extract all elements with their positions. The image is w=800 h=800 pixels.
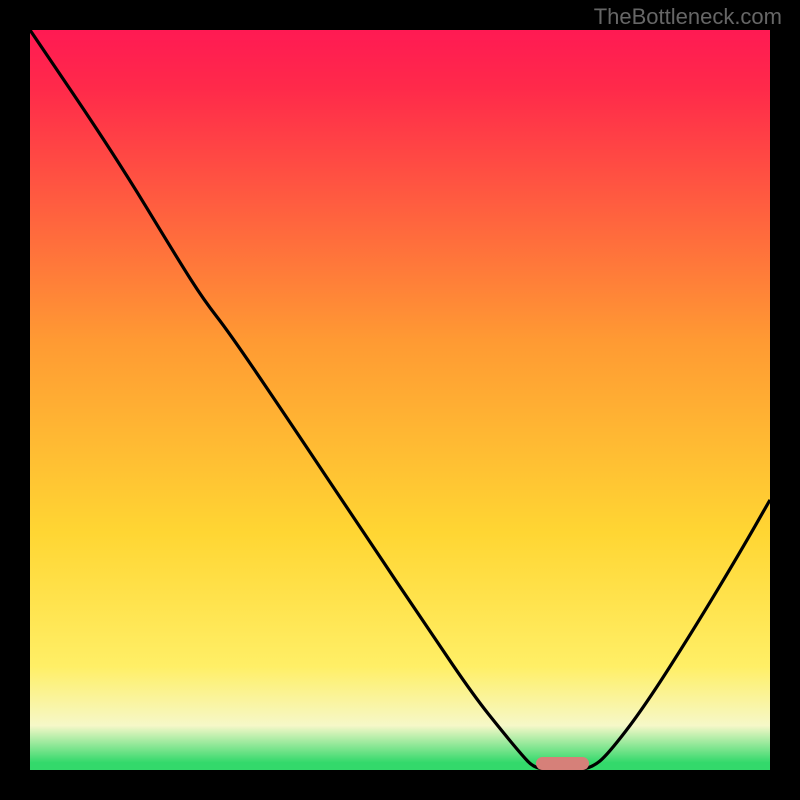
watermark-text: TheBottleneck.com bbox=[594, 4, 782, 30]
bottleneck-curve-svg bbox=[30, 30, 770, 770]
chart-plot-area bbox=[30, 30, 770, 770]
bottleneck-curve-path bbox=[30, 30, 770, 770]
optimal-marker-pill bbox=[536, 757, 589, 770]
